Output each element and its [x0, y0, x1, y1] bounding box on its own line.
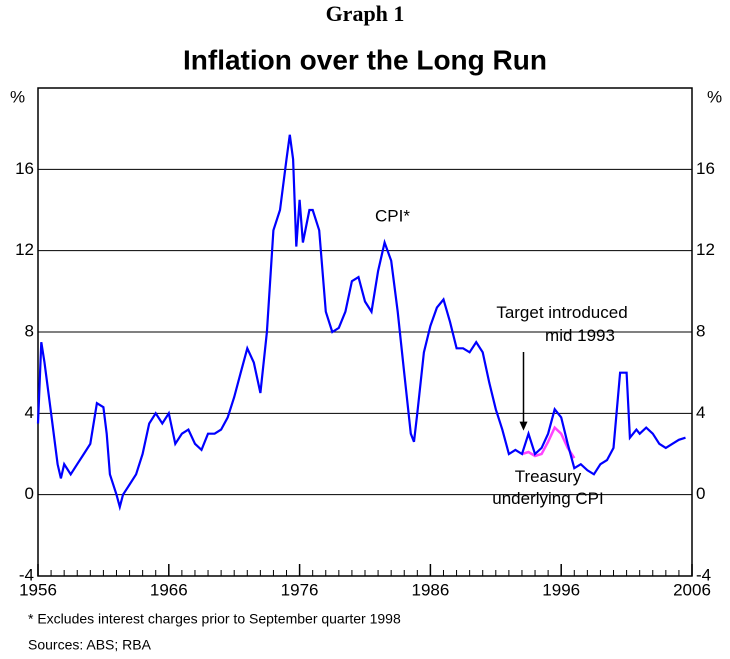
annotation-line: Target introduced: [496, 303, 627, 322]
y-tick-label: 12: [15, 240, 34, 259]
y-unit: %: [10, 87, 25, 106]
y-tick-label: 12: [696, 240, 715, 259]
annotation: Target introduced mid 1993: [496, 303, 627, 345]
y-tick-label: 16: [15, 159, 34, 178]
footnote: Sources: ABS; RBA: [28, 637, 152, 653]
series-label-line: Treasury: [515, 467, 582, 486]
y-tick-label: 4: [696, 403, 705, 422]
x-tick-label: 1976: [281, 580, 319, 599]
y-tick-label: 8: [25, 321, 34, 340]
y-tick-label: 4: [25, 403, 34, 422]
series-line: [36, 134, 686, 512]
x-tick-label: 1996: [542, 580, 580, 599]
series-label: CPI*: [375, 206, 410, 225]
x-tick-label: 1986: [411, 580, 449, 599]
annotation-line: mid 1993: [545, 326, 615, 345]
y-tick-label: 16: [696, 159, 715, 178]
y-unit: %: [707, 87, 722, 106]
y-tick-label: 8: [696, 321, 705, 340]
y-tick-label: 0: [25, 484, 34, 503]
series-label-line: underlying CPI: [492, 489, 604, 508]
x-tick-label: 1966: [150, 580, 188, 599]
x-tick-label: 2006: [673, 580, 711, 599]
y-tick-label: 0: [696, 484, 705, 503]
footnote: * Excludes interest charges prior to Sep…: [28, 611, 401, 627]
x-tick-label: 1956: [19, 580, 57, 599]
chart-subtitle: Inflation over the Long Run: [183, 44, 547, 75]
y-tick-label: -4: [696, 565, 711, 584]
series-label: Treasury underlying CPI: [492, 467, 604, 508]
annotation-arrowhead: [519, 421, 528, 431]
series-line: [521, 425, 576, 459]
y-tick-label: -4: [19, 565, 34, 584]
chart-title: Graph 1: [326, 1, 405, 26]
